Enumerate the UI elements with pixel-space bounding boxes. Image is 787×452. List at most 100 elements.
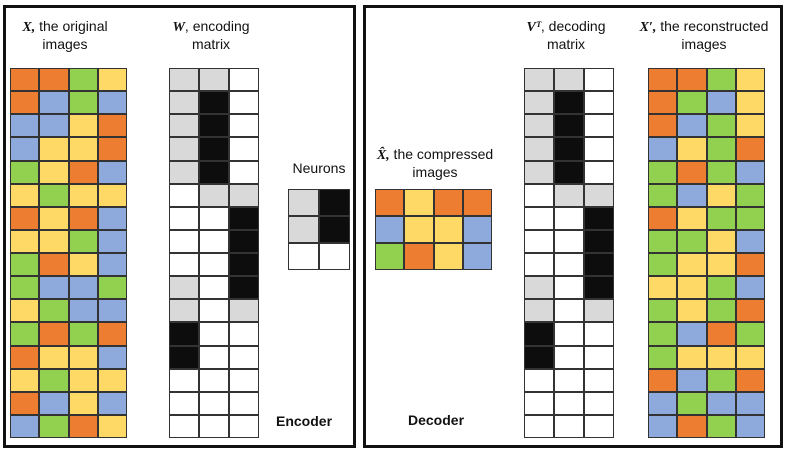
matrix-cell xyxy=(462,216,492,243)
compressed-images-matrix xyxy=(375,189,492,270)
matrix-cell xyxy=(462,243,492,270)
matrix-cell xyxy=(199,368,229,392)
matrix-cell xyxy=(584,391,614,415)
matrix-cell xyxy=(68,345,98,369)
matrix-cell xyxy=(39,91,69,115)
matrix-cell xyxy=(404,189,434,216)
matrix-cell xyxy=(169,91,199,115)
matrix-cell xyxy=(584,68,614,92)
matrix-cell xyxy=(524,368,554,392)
matrix-cell xyxy=(524,253,554,277)
matrix-cell xyxy=(648,299,678,323)
label-original-images: X, the original images xyxy=(22,18,108,52)
decoding-matrix xyxy=(524,68,614,438)
matrix-cell xyxy=(10,253,40,277)
matrix-cell xyxy=(169,345,199,369)
matrix-cell xyxy=(229,299,259,323)
matrix-cell xyxy=(68,368,98,392)
matrix-cell xyxy=(735,206,765,230)
matrix-cell xyxy=(584,299,614,323)
matrix-cell xyxy=(97,299,127,323)
matrix-cell xyxy=(375,243,405,270)
matrix-cell xyxy=(229,91,259,115)
matrix-cell xyxy=(554,137,584,161)
matrix-cell xyxy=(677,276,707,300)
matrix-cell xyxy=(706,276,736,300)
matrix-cell xyxy=(524,345,554,369)
matrix-cell xyxy=(229,137,259,161)
matrix-cell xyxy=(554,68,584,92)
matrix-cell xyxy=(677,229,707,253)
matrix-cell xyxy=(97,114,127,138)
matrix-cell xyxy=(229,276,259,300)
matrix-cell xyxy=(554,206,584,230)
matrix-cell xyxy=(375,216,405,243)
matrix-cell xyxy=(584,414,614,438)
matrix-cell xyxy=(524,391,554,415)
matrix-cell xyxy=(648,414,678,438)
matrix-cell xyxy=(169,160,199,184)
matrix-cell xyxy=(648,160,678,184)
matrix-cell xyxy=(199,68,229,92)
matrix-cell xyxy=(677,206,707,230)
matrix-cell xyxy=(648,322,678,346)
matrix-cell xyxy=(554,299,584,323)
matrix-cell xyxy=(677,391,707,415)
matrix-cell xyxy=(39,391,69,415)
matrix-cell xyxy=(199,253,229,277)
matrix-cell xyxy=(169,183,199,207)
matrix-cell xyxy=(706,68,736,92)
matrix-cell xyxy=(677,414,707,438)
matrix-cell xyxy=(97,368,127,392)
matrix-cell xyxy=(229,414,259,438)
matrix-cell xyxy=(554,229,584,253)
matrix-cell xyxy=(706,322,736,346)
matrix-cell xyxy=(199,229,229,253)
matrix-cell xyxy=(97,137,127,161)
matrix-cell xyxy=(68,137,98,161)
matrix-cell xyxy=(554,276,584,300)
matrix-cell xyxy=(39,299,69,323)
matrix-cell xyxy=(584,114,614,138)
matrix-cell xyxy=(97,322,127,346)
matrix-cell xyxy=(584,206,614,230)
matrix-cell xyxy=(735,391,765,415)
matrix-cell xyxy=(706,229,736,253)
matrix-cell xyxy=(677,137,707,161)
matrix-cell xyxy=(706,299,736,323)
matrix-cell xyxy=(288,243,319,270)
matrix-cell xyxy=(706,160,736,184)
matrix-cell xyxy=(648,183,678,207)
matrix-cell xyxy=(68,391,98,415)
matrix-cell xyxy=(524,229,554,253)
reconstructed-images-matrix xyxy=(648,68,765,438)
matrix-cell xyxy=(97,391,127,415)
matrix-cell xyxy=(10,114,40,138)
matrix-cell xyxy=(433,216,463,243)
matrix-cell xyxy=(735,137,765,161)
matrix-cell xyxy=(554,91,584,115)
matrix-cell xyxy=(68,414,98,438)
matrix-cell xyxy=(706,183,736,207)
matrix-cell xyxy=(524,160,554,184)
matrix-cell xyxy=(524,91,554,115)
matrix-cell xyxy=(288,216,319,243)
matrix-cell xyxy=(735,276,765,300)
matrix-cell xyxy=(524,114,554,138)
encoding-matrix xyxy=(169,68,259,438)
matrix-cell xyxy=(229,206,259,230)
matrix-cell xyxy=(10,391,40,415)
matrix-cell xyxy=(677,114,707,138)
matrix-cell xyxy=(706,368,736,392)
matrix-cell xyxy=(706,114,736,138)
matrix-cell xyxy=(706,345,736,369)
matrix-cell xyxy=(97,206,127,230)
label-compressed-images: X̂, the compressed images xyxy=(376,146,494,180)
matrix-cell xyxy=(10,206,40,230)
matrix-cell xyxy=(199,414,229,438)
matrix-cell xyxy=(169,368,199,392)
matrix-cell xyxy=(68,206,98,230)
matrix-cell xyxy=(735,253,765,277)
label-decoding-matrix: Vᵀ, decoding matrix xyxy=(526,18,606,52)
matrix-cell xyxy=(97,160,127,184)
